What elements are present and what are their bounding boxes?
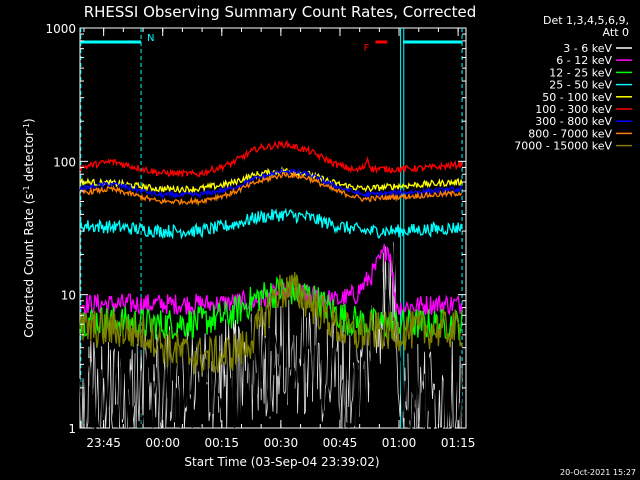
y-tick-label-0: 1 [68,422,76,436]
chart-title: RHESSI Observing Summary Count Rates, Co… [84,3,477,21]
legend-label-2: 12 - 25 keV [549,66,612,79]
footer-timestamp: 20-Oct-2021 15:27 [560,468,636,477]
series-line-8 [79,272,463,375]
x-tick-label-1: 00:00 [145,436,180,450]
legend-label-3: 25 - 50 keV [549,79,612,92]
x-axis-label: Start Time (03-Sep-04 23:39:02) [184,455,379,469]
x-tick-label-3: 00:30 [264,436,299,450]
series-line-7 [79,170,463,207]
legend-label-0: 3 - 6 keV [563,42,612,55]
legend-label-6: 300 - 800 keV [535,115,612,128]
y-tick-label-2: 100 [53,155,76,169]
plot-area [79,27,467,429]
legend-label-1: 6 - 12 keV [556,54,612,67]
axes-layer: 1 10 100 1000 23:45 00:00 00:15 00:30 00:45 01:00… [45,22,475,450]
legend-header-line2: Att 0 [603,26,629,39]
x-tick-label-2: 00:15 [204,436,239,450]
y-axis-label: Corrected Count Rate (s-1 detector-1) [22,118,37,337]
x-tick-label-0: 23:45 [86,436,121,450]
legend-label-5: 100 - 300 keV [535,103,612,116]
legend-label-7: 800 - 7000 keV [528,127,612,140]
legend-label-8: 7000 - 15000 keV [514,140,612,153]
series-line-0-halo [79,241,463,430]
annotation-label-0: N [147,33,154,44]
y-tick-label-3: 1000 [45,22,76,36]
series-layer [79,139,463,430]
legend-header-line1: Det 1,3,4,5,6,9, [543,14,629,27]
x-tick-label-4: 00:45 [323,436,358,450]
series-line-6 [79,168,463,200]
plot-frame [79,27,467,429]
series-line-5 [79,139,463,178]
annotation-label-1: F [364,43,370,54]
x-tick-label-6: 01:15 [441,436,476,450]
series-line-3 [79,207,463,240]
legend-label-4: 50 - 100 keV [542,91,612,104]
annotations-layer: NF [80,33,463,54]
x-tick-label-5: 01:00 [382,436,417,450]
y-tick-label-1: 10 [61,289,76,303]
